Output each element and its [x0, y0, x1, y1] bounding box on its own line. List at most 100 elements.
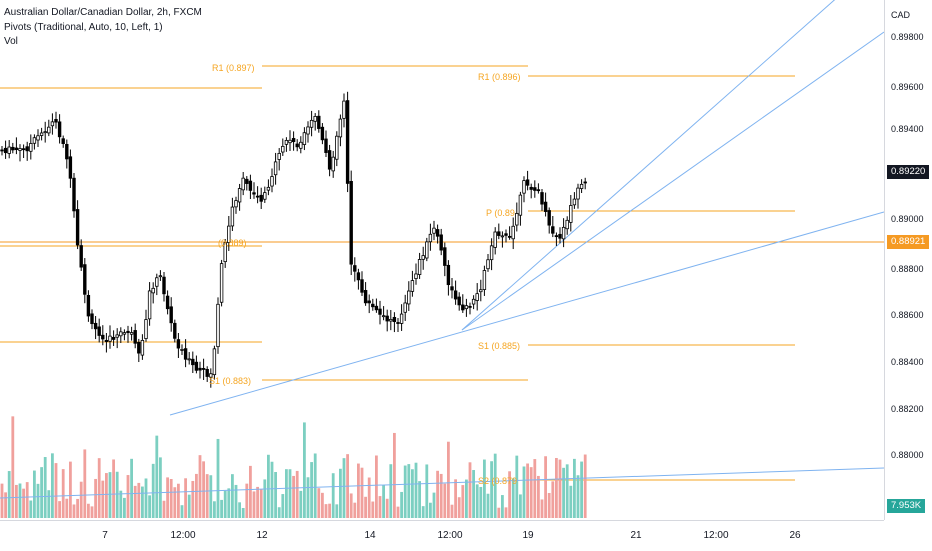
- candle-body: [263, 192, 267, 200]
- legend-pivots[interactable]: Pivots (Traditional, Auto, 10, Left, 1): [4, 22, 163, 33]
- candle-body: [547, 210, 551, 226]
- candle-body: [342, 100, 346, 119]
- candle-body: [32, 137, 37, 144]
- price-chart[interactable]: R1 (0.897) R1 (0.896) (0.889) P (0.89 S1…: [0, 0, 884, 520]
- candle-body: [569, 205, 573, 223]
- trendline-steep-2[interactable]: [461, 31, 884, 331]
- candle-body: [403, 302, 407, 313]
- trendline-long[interactable]: [169, 211, 884, 416]
- volume-bar: [169, 478, 173, 518]
- candle-body: [313, 115, 317, 122]
- candle-body: [21, 148, 26, 151]
- candle-body: [443, 247, 447, 266]
- candles: [0, 91, 587, 388]
- candle-body: [162, 276, 166, 295]
- volume-bar: [11, 416, 15, 518]
- volume-bar: [313, 453, 317, 518]
- volume-bar: [515, 455, 519, 518]
- volume-bar: [198, 455, 202, 518]
- pivot-label-p-b: P (0.89: [486, 208, 515, 218]
- volume-bar: [486, 493, 490, 518]
- candle-body: [381, 315, 386, 318]
- candle-body: [428, 233, 433, 243]
- candle-body: [284, 140, 289, 145]
- volume-bar: [76, 498, 79, 518]
- trend-lines[interactable]: [0, 0, 884, 499]
- candle-body: [432, 227, 436, 234]
- volume-bar: [544, 456, 547, 518]
- candle-body: [482, 270, 487, 290]
- candle-body: [317, 115, 321, 129]
- candle-body: [450, 286, 454, 291]
- candle-body: [111, 336, 116, 340]
- candle-body: [119, 331, 123, 337]
- candle-body: [259, 194, 263, 202]
- volume-bar: [349, 493, 353, 518]
- volume-bar: [508, 471, 511, 518]
- volume-bar: [177, 483, 180, 518]
- volume-bar: [25, 482, 29, 518]
- volume-bar: [137, 482, 141, 518]
- legend-symbol[interactable]: Australian Dollar/Canadian Dollar, 2h, F…: [4, 7, 202, 18]
- volume-bar: [569, 485, 573, 518]
- volume-bar: [483, 459, 486, 518]
- candle-body: [349, 180, 353, 265]
- volume-value-badge: 7.953K: [887, 499, 926, 513]
- volume-bar: [457, 497, 461, 518]
- candle-body: [335, 135, 339, 160]
- candle-body: [554, 235, 559, 238]
- trendline-steep-1[interactable]: [461, 0, 840, 331]
- volume-bar: [526, 463, 529, 518]
- candle-body: [18, 148, 22, 151]
- volume-bar: [252, 491, 256, 518]
- volume-bar: [61, 469, 65, 518]
- volume-bar: [101, 480, 105, 518]
- volume-bar: [277, 507, 281, 518]
- volume-bar: [151, 463, 155, 518]
- volume-bar: [213, 501, 216, 518]
- candle-body: [489, 245, 494, 261]
- candle-body: [302, 132, 307, 145]
- pivot-lines: [0, 65, 884, 481]
- volume-bar: [180, 505, 184, 518]
- time-axis[interactable]: 7 12:00 12 14 12:00 19 21 12:00 26: [0, 520, 884, 551]
- candle-body: [281, 145, 285, 153]
- volume-bar: [303, 422, 306, 518]
- candle-body: [558, 233, 562, 239]
- volume-bar: [400, 491, 403, 518]
- price-axis[interactable]: CAD 0.89800 0.89600 0.89400 0.89000 0.88…: [884, 0, 932, 520]
- candle-body: [378, 308, 382, 315]
- candle-body: [270, 176, 274, 187]
- candle-body: [137, 341, 141, 354]
- volume-bar: [123, 497, 126, 518]
- volume-bar: [54, 463, 58, 518]
- candle-body: [65, 143, 69, 160]
- legend-volume[interactable]: Vol: [4, 36, 18, 47]
- volume-bar: [324, 504, 328, 518]
- volume-bar: [159, 457, 162, 518]
- volume-bar: [378, 496, 382, 518]
- volume-bar: [216, 438, 220, 518]
- time-label: 14: [364, 530, 376, 541]
- volume-bar: [267, 454, 270, 518]
- candle-body: [327, 150, 332, 170]
- candle-body: [421, 255, 425, 260]
- candle-body: [241, 177, 245, 191]
- trendline-volume[interactable]: [0, 467, 884, 499]
- current-price-badge: 0.89220: [887, 165, 930, 179]
- pivot-label-r1-b: R1 (0.896): [478, 72, 521, 82]
- candle-body: [90, 313, 94, 325]
- candle-body: [72, 177, 76, 212]
- candle-body: [165, 295, 170, 310]
- chart-area[interactable]: R1 (0.897) R1 (0.896) (0.889) P (0.89 S1…: [0, 0, 884, 520]
- candle-body: [457, 296, 461, 306]
- candle-body: [129, 332, 134, 335]
- candle-body: [187, 358, 191, 361]
- volume-bar: [576, 475, 580, 518]
- volume-bar: [162, 500, 166, 518]
- volume-bar: [292, 475, 295, 518]
- volume-bar: [69, 461, 72, 518]
- volume-bar: [220, 499, 223, 518]
- pivot-label-p-a: (0.889): [218, 238, 247, 248]
- volume-bar: [97, 458, 101, 518]
